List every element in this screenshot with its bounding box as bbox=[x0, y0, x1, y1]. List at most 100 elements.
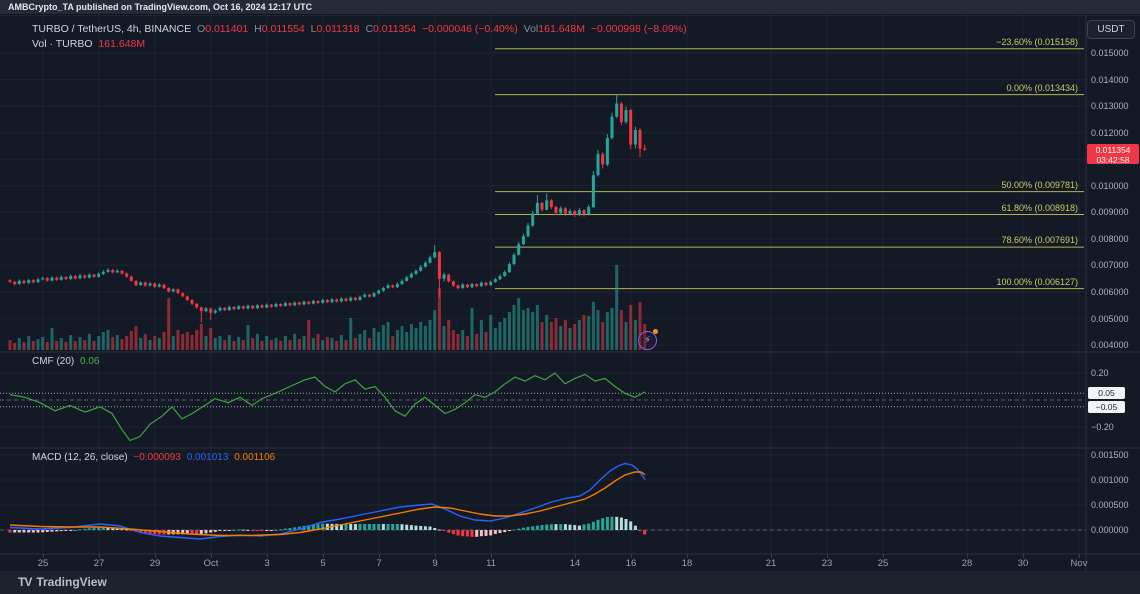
time-tick-label[interactable]: 29 bbox=[149, 558, 161, 569]
price-tick-label[interactable]: 0.005000 bbox=[1091, 313, 1129, 324]
candle bbox=[157, 284, 161, 287]
symbol-title[interactable]: TURBO / TetherUS, 4h, BINANCE bbox=[32, 23, 192, 35]
cmf-title[interactable]: CMF (20) bbox=[32, 356, 75, 367]
time-tick-label[interactable]: Oct bbox=[203, 558, 219, 569]
time-axis-tick bbox=[379, 554, 380, 558]
volume-bar bbox=[293, 334, 297, 350]
volume-bar bbox=[288, 340, 292, 350]
volume-study-value: 161.648M bbox=[98, 38, 146, 50]
price-tick-label[interactable]: 0.010000 bbox=[1091, 180, 1129, 191]
candle bbox=[134, 280, 138, 286]
cmf-tick-label[interactable]: 0.20 bbox=[1091, 368, 1109, 378]
time-tick-label[interactable]: 21 bbox=[765, 558, 777, 569]
macd-histogram-bar bbox=[83, 528, 87, 530]
price-tick-label[interactable]: 0.015000 bbox=[1091, 48, 1129, 58]
time-axis-tick bbox=[43, 554, 44, 558]
volume-study-title[interactable]: Vol · TURBO bbox=[32, 38, 93, 50]
macd-title[interactable]: MACD (12, 26, close) bbox=[32, 452, 128, 463]
macd-histogram-bar bbox=[335, 523, 339, 530]
candle bbox=[381, 288, 385, 291]
macd-tick-label[interactable]: 0.001500 bbox=[1091, 450, 1129, 460]
volume-bar bbox=[41, 337, 45, 350]
macd-hist-value: −0.000093 bbox=[133, 452, 181, 463]
price-tick-label[interactable]: 0.014000 bbox=[1091, 74, 1129, 85]
candle bbox=[185, 296, 189, 300]
volume-bar bbox=[363, 330, 367, 350]
lightning-event-icon[interactable]: ⚡ bbox=[638, 331, 657, 350]
time-tick-label[interactable]: 5 bbox=[320, 558, 326, 569]
macd-histogram-bar bbox=[45, 530, 49, 532]
candle bbox=[559, 208, 563, 213]
volume-bar bbox=[157, 338, 161, 350]
candle bbox=[325, 300, 329, 303]
time-tick-label[interactable]: 23 bbox=[821, 558, 833, 569]
candle bbox=[218, 307, 222, 311]
macd-histogram-bar bbox=[246, 529, 250, 531]
time-tick-label[interactable]: 18 bbox=[681, 558, 693, 569]
price-tick-label[interactable]: 0.009000 bbox=[1091, 207, 1129, 218]
volume-bar bbox=[601, 322, 605, 350]
macd-tick-label[interactable]: 0.000000 bbox=[1091, 525, 1129, 535]
candle bbox=[279, 304, 283, 306]
macd-tick-label[interactable]: 0.000500 bbox=[1091, 500, 1129, 510]
candle bbox=[563, 208, 567, 214]
time-tick-label[interactable]: 7 bbox=[376, 558, 382, 569]
time-tick-label[interactable]: 16 bbox=[625, 558, 637, 569]
candle bbox=[423, 262, 427, 267]
price-tick-label[interactable]: 0.006000 bbox=[1091, 287, 1129, 297]
volume-bar bbox=[167, 298, 171, 350]
macd-histogram-bar bbox=[265, 530, 269, 531]
volume-bar bbox=[246, 325, 250, 350]
price-tick-label[interactable]: 0.008000 bbox=[1091, 233, 1129, 244]
volume-bar bbox=[535, 305, 539, 350]
time-tick-label[interactable]: 27 bbox=[93, 558, 105, 569]
macd-histogram-bar bbox=[568, 524, 572, 530]
macd-histogram-bar bbox=[288, 528, 292, 530]
candle bbox=[615, 103, 619, 117]
macd-histogram-bar bbox=[503, 530, 507, 533]
price-tick-label[interactable]: 0.007000 bbox=[1091, 260, 1129, 271]
candle bbox=[540, 203, 544, 210]
time-tick-label[interactable]: Nov bbox=[1070, 558, 1088, 569]
time-tick-label[interactable]: 25 bbox=[877, 558, 889, 569]
candle bbox=[507, 264, 511, 273]
time-tick-label[interactable]: 9 bbox=[432, 558, 438, 569]
price-tick-label[interactable]: 0.004000 bbox=[1091, 340, 1129, 351]
macd-histogram-bar bbox=[176, 530, 180, 535]
volume-label: Vol bbox=[523, 23, 539, 35]
volume-bar bbox=[213, 338, 217, 350]
volume-bar bbox=[73, 341, 77, 350]
volume-bar bbox=[456, 334, 460, 350]
currency-toggle-button[interactable]: USDT bbox=[1087, 20, 1135, 39]
time-tick-label[interactable]: 25 bbox=[37, 558, 49, 569]
time-tick-label[interactable]: 14 bbox=[569, 558, 581, 569]
time-tick-label[interactable]: 11 bbox=[486, 558, 496, 569]
macd-tick-label[interactable]: 0.001000 bbox=[1091, 475, 1129, 485]
macd-histogram-bar bbox=[153, 530, 157, 534]
candle bbox=[349, 297, 353, 301]
time-tick-label[interactable]: 3 bbox=[264, 558, 270, 569]
candle bbox=[503, 272, 507, 277]
volume-bar bbox=[367, 338, 371, 350]
macd-histogram-bar bbox=[582, 524, 586, 530]
volume-bar bbox=[176, 330, 180, 350]
macd-histogram-bar bbox=[87, 528, 91, 530]
macd-histogram-bar bbox=[129, 530, 133, 531]
candle bbox=[344, 298, 348, 301]
volume-bar bbox=[274, 338, 278, 350]
macd-histogram-bar bbox=[101, 527, 105, 530]
time-axis-tick bbox=[155, 554, 156, 558]
time-tick-label[interactable]: 30 bbox=[1017, 558, 1029, 569]
macd-histogram-bar bbox=[386, 524, 390, 530]
macd-histogram-bar bbox=[148, 530, 152, 534]
tradingview-logo[interactable]: TV TradingView bbox=[18, 575, 107, 589]
time-tick-label[interactable]: 28 bbox=[961, 558, 973, 569]
cmf-tick-label[interactable]: −0.20 bbox=[1091, 422, 1114, 432]
macd-histogram-bar bbox=[447, 530, 451, 533]
candle bbox=[59, 277, 63, 280]
price-tick-label[interactable]: 0.012000 bbox=[1091, 127, 1129, 138]
macd-histogram-bar bbox=[549, 524, 553, 530]
price-tick-label[interactable]: 0.013000 bbox=[1091, 101, 1129, 112]
volume-bar bbox=[321, 340, 325, 350]
